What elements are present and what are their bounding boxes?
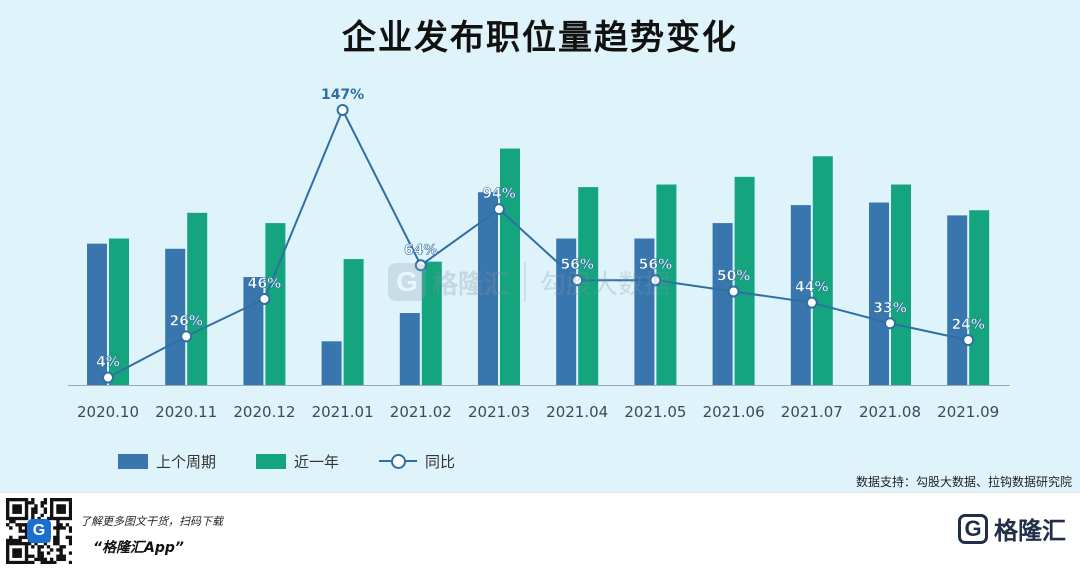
chart-title: 企业发布职位量趋势变化	[342, 18, 738, 58]
bar-previous-period-2021.05	[634, 238, 655, 385]
bar-previous-period-2020.11	[165, 248, 186, 385]
yoy-data-label: 56%	[639, 257, 673, 273]
x-tick-label: 2020.12	[233, 403, 295, 421]
bar-previous-period-2021.01	[321, 341, 342, 385]
yoy-data-label: 4%	[96, 355, 120, 371]
x-tick-label: 2020.10	[77, 403, 139, 421]
qr-center-logo-icon: G	[27, 519, 51, 543]
bar-previous-period-2021.08	[869, 202, 889, 385]
footer-logo-g-icon: G	[958, 513, 988, 544]
footer-logo: G 格隆汇	[958, 511, 1066, 546]
yoy-data-label: 50%	[717, 268, 751, 284]
x-tick-label: 2021.06	[703, 403, 765, 421]
bar-past-year-2021.04	[578, 187, 599, 385]
yoy-point	[962, 334, 975, 347]
legend: 上个周期 近一年 同比	[118, 449, 495, 473]
yoy-data-label: 44%	[795, 280, 829, 296]
x-tick-label: 2021.08	[859, 403, 921, 421]
yoy-line-layer: 4% 26% 46% 147% 64% 94% 56% 56% 50% 44% 33% 24%	[96, 87, 985, 384]
yoy-data-label: 33%	[873, 300, 907, 316]
yoy-point	[727, 285, 740, 298]
footer-banner: G 了解更多图文干货，扫码下载 “格隆汇App” G 格隆汇	[0, 492, 1080, 573]
bar-past-year-2021.02	[421, 261, 442, 385]
legend-label-previous-period: 上个周期	[156, 452, 217, 471]
yoy-point	[805, 296, 818, 309]
yoy-point	[571, 274, 584, 287]
legend-swatch-previous-period	[118, 453, 148, 469]
yoy-data-label: 94%	[482, 186, 516, 202]
bar-previous-period-2021.02	[399, 313, 420, 385]
bar-past-year-2021.06	[734, 176, 755, 385]
bar-previous-period-2020.10	[87, 243, 107, 385]
yoy-point	[493, 203, 505, 216]
yoy-point	[884, 317, 896, 330]
x-tick-label: 2021.01	[312, 403, 374, 421]
legend-item-previous-period: 上个周期	[118, 451, 216, 472]
bar-previous-period-2021.09	[947, 215, 968, 385]
bar-past-year-2020.11	[187, 212, 208, 385]
bar-previous-period-2021.07	[790, 205, 811, 385]
yoy-point	[649, 274, 662, 287]
legend-line-marker-icon	[379, 453, 418, 469]
x-tick-label: 2021.03	[468, 403, 530, 421]
x-tick-label: 2021.05	[624, 403, 686, 421]
bar-past-year-2021.08	[891, 184, 911, 385]
yoy-data-label: 24%	[951, 317, 985, 333]
footer-subtext: 了解更多图文干货，扫码下载	[80, 515, 223, 528]
yoy-point	[102, 371, 114, 384]
x-tick-labels: 2020.10 2020.11 2020.12 2021.01 2021.02 2021.…	[77, 403, 999, 421]
x-tick-label: 2021.04	[546, 403, 608, 421]
legend-label-past-year: 近一年	[294, 452, 340, 471]
bars-layer	[87, 148, 990, 385]
x-tick-label: 2020.11	[155, 403, 217, 421]
yoy-data-label: 56%	[560, 257, 594, 273]
bar-past-year-2020.12	[265, 223, 286, 385]
legend-item-past-year: 近一年	[256, 451, 339, 472]
yoy-data-label: 46%	[248, 276, 282, 292]
bar-past-year-2020.10	[109, 238, 129, 385]
yoy-point	[336, 104, 349, 116]
bar-previous-period-2021.03	[478, 192, 498, 385]
x-tick-label: 2021.09	[937, 403, 999, 421]
footer-logo-text: 格隆汇	[994, 517, 1066, 545]
legend-item-yoy: 同比	[379, 451, 455, 472]
yoy-data-label: 64%	[404, 242, 438, 258]
yoy-line	[107, 107, 969, 379]
footer-app-name: “格隆汇App”	[93, 540, 184, 556]
yoy-data-label: 147%	[321, 87, 364, 103]
data-source-note: 数据支持：勾股大数据、拉钩数据研究院	[855, 475, 1072, 489]
yoy-point	[414, 259, 427, 272]
bar-past-year-2021.01	[343, 259, 364, 385]
x-tick-label: 2021.02	[390, 403, 452, 421]
x-tick-label: 2021.07	[781, 403, 843, 421]
bar-past-year-2021.09	[969, 210, 990, 385]
legend-label-yoy: 同比	[425, 452, 456, 471]
bar-previous-period-2020.12	[243, 277, 264, 385]
bar-past-year-2021.03	[500, 148, 520, 385]
yoy-point	[180, 330, 193, 343]
bar-past-year-2021.07	[812, 156, 833, 385]
bar-past-year-2021.05	[656, 184, 677, 385]
legend-swatch-past-year	[256, 453, 287, 469]
chart-plot: 4% 26% 46% 147% 64% 94% 56% 56% 50% 44% 33% 24% 202…	[68, 87, 1010, 421]
yoy-data-label: 26%	[169, 313, 203, 329]
yoy-point	[258, 292, 271, 305]
bar-previous-period-2021.06	[712, 223, 733, 385]
